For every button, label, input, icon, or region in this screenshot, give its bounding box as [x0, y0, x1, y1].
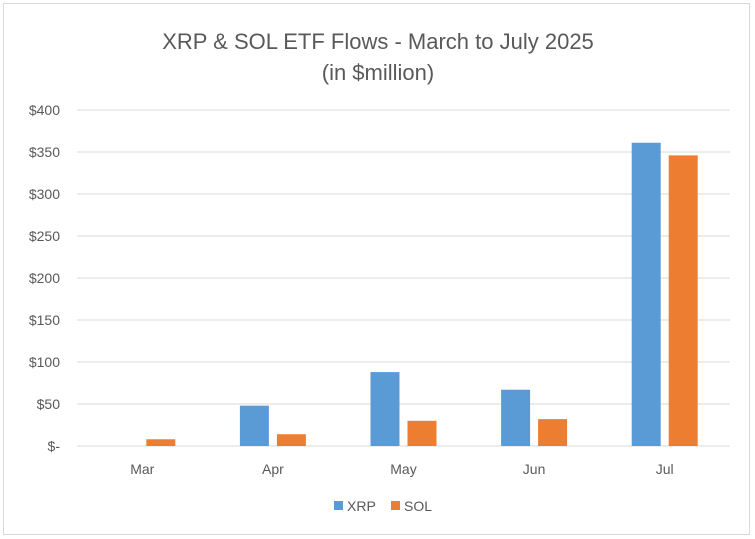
chart-title-line-2: (in $million) — [322, 60, 434, 85]
chart-border — [3, 3, 750, 535]
legend-swatch-xrp — [334, 501, 343, 510]
bar-sol-jun — [538, 419, 568, 446]
legend-label-sol: SOL — [404, 498, 432, 514]
y-tick-label: $100 — [29, 354, 60, 370]
y-tick-label: $350 — [29, 144, 60, 160]
y-tick-label: $400 — [29, 102, 60, 118]
bar-sol-jul — [668, 155, 698, 447]
bar-sol-may — [407, 420, 437, 446]
y-tick-label: $150 — [29, 312, 60, 328]
bar-xrp-apr — [239, 405, 269, 446]
y-tick-label: $250 — [29, 228, 60, 244]
legend-label-xrp: XRP — [347, 498, 376, 514]
y-tick-label: $200 — [29, 270, 60, 286]
x-tick-label: Jul — [656, 461, 674, 477]
bar-xrp-jun — [501, 389, 531, 446]
x-tick-label: Apr — [262, 461, 284, 477]
y-tick-label: $- — [48, 438, 61, 454]
y-tick-label: $300 — [29, 186, 60, 202]
x-tick-label: Mar — [130, 461, 154, 477]
chart-title-line-1: XRP & SOL ETF Flows - March to July 2025 — [162, 29, 594, 54]
bar-sol-apr — [276, 434, 306, 446]
x-tick-label: May — [390, 461, 416, 477]
bar-xrp-may — [370, 372, 400, 446]
bar-xrp-jul — [631, 142, 661, 446]
legend-swatch-sol — [391, 501, 400, 510]
x-tick-label: Jun — [523, 461, 546, 477]
bar-sol-mar — [146, 439, 176, 446]
y-tick-label: $50 — [37, 396, 61, 412]
